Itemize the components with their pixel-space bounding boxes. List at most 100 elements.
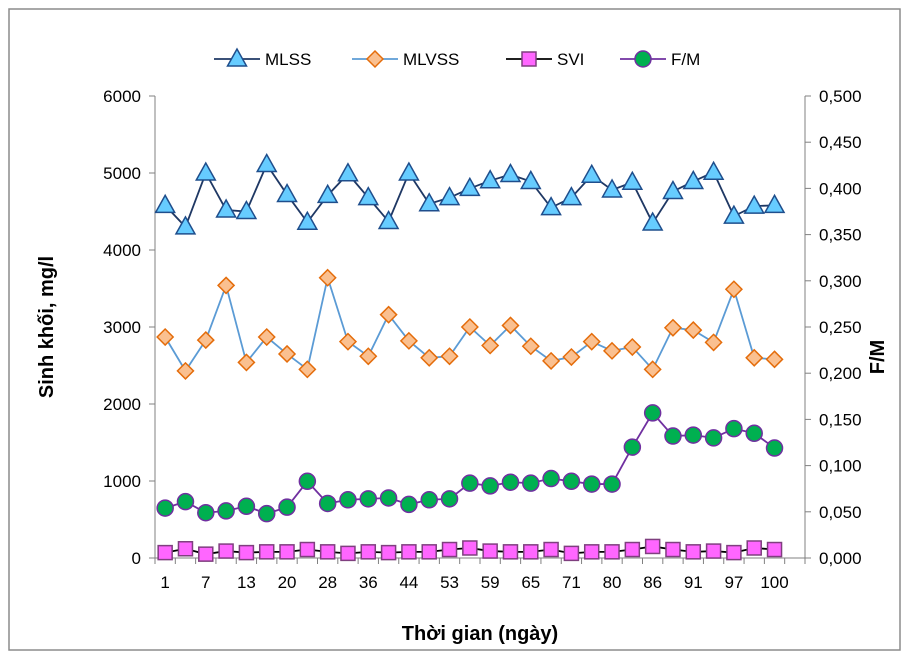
mlvss-point [745, 348, 764, 367]
svi-point [319, 544, 336, 560]
y2-tick-label: 0,000 [819, 549, 862, 568]
y2-tick-label: 0,450 [819, 133, 862, 152]
mlvss-point [318, 268, 337, 287]
mlvss-point [359, 347, 378, 366]
x-tick-label: 36 [359, 573, 378, 592]
mlss-point [377, 209, 400, 230]
mlvss-point [217, 276, 236, 295]
legend-item-svi: SVI [506, 50, 584, 69]
x-tick-label: 71 [562, 573, 581, 592]
f-m-point [420, 491, 438, 509]
f-m-point [257, 504, 276, 523]
mlvss-point [420, 348, 439, 367]
svi-point [502, 544, 519, 560]
legend-item-f-m: F/M [620, 50, 700, 69]
x-tick-label: 80 [603, 573, 622, 592]
y2-tick-label: 0,200 [819, 364, 862, 383]
svi-point [543, 541, 559, 558]
f-m-point [481, 477, 499, 495]
mlvss-point [643, 360, 662, 379]
svi-point [258, 544, 275, 560]
x-tick-label: 97 [724, 573, 743, 592]
mlvss-point [582, 332, 601, 351]
legend: MLSS MLVSS SVI F/M [214, 47, 700, 69]
svi-point [401, 544, 417, 560]
mlss-point [641, 211, 664, 231]
x-axis-title: Thời gian (ngày) [402, 623, 558, 645]
mlvss-point [196, 331, 215, 350]
f-m-point [461, 474, 479, 492]
f-m-point [664, 427, 682, 445]
svi-point [685, 544, 702, 560]
mlss-point [682, 169, 705, 190]
y-axis-ticks: 0 1000 2000 3000 4000 5000 6000 [103, 87, 155, 568]
legend-label: F/M [671, 50, 700, 69]
f-m-point [359, 490, 378, 508]
y-tick-label: 5000 [103, 164, 141, 183]
mlss-point [459, 176, 481, 197]
mlss-point [357, 186, 380, 206]
svi-point [624, 541, 641, 558]
svi-point [421, 544, 437, 560]
x-tick-label: 59 [481, 573, 500, 592]
mlss-point [337, 162, 359, 182]
x-tick-label: 28 [318, 573, 337, 592]
svi-point [360, 544, 377, 560]
mlss-point [438, 186, 461, 206]
series-layer [154, 152, 786, 562]
mlss-point [763, 193, 786, 214]
y2-tick-label: 0,250 [819, 318, 862, 337]
x-tick-label: 91 [684, 573, 703, 592]
mlvss-point [602, 341, 622, 360]
y-axis-title: Sinh khối, mg/l [36, 256, 58, 398]
mlss-point [174, 215, 197, 235]
y-tick-label: 0 [132, 549, 141, 568]
mlss-point [479, 169, 501, 189]
f-m-point [684, 426, 703, 444]
mlss-point [601, 178, 623, 198]
mlvss-point [277, 344, 297, 364]
f-m-point [156, 499, 174, 517]
f-m-point [237, 497, 256, 516]
svi-point [644, 538, 661, 555]
series-mlvss [156, 268, 784, 380]
svi-point [665, 541, 681, 558]
mlss-point [723, 204, 745, 224]
f-m-point [400, 495, 418, 514]
svi-point [462, 540, 478, 556]
mlss-point [520, 169, 542, 190]
f-m-point [379, 489, 398, 507]
y2-tick-label: 0,150 [819, 410, 862, 429]
f-m-point [765, 439, 784, 457]
f-m-point [318, 494, 337, 513]
mlvss-point [663, 318, 683, 337]
legend-label: SVI [557, 50, 584, 69]
mlvss-point [440, 347, 459, 366]
mlvss-point [176, 361, 195, 380]
f-m-point [745, 424, 763, 443]
svi-point [583, 544, 600, 560]
svi-point [441, 541, 458, 558]
mlss-point [540, 196, 562, 216]
mlvss-point [623, 337, 642, 357]
mlvss-point [684, 321, 703, 340]
f-m-point [522, 474, 540, 492]
x-tick-label: 100 [760, 573, 788, 592]
mlvss-point [765, 350, 784, 369]
mlss-point [235, 199, 258, 220]
mlvss-point [542, 351, 561, 370]
mlss-point [316, 183, 339, 204]
mlvss-point [257, 327, 276, 347]
svi-point [705, 543, 722, 559]
f-m-point [440, 490, 459, 508]
series-svi [157, 538, 783, 562]
svi-point [523, 544, 539, 560]
mlvss-point [156, 327, 175, 347]
svi-point [746, 540, 762, 556]
f-m-point [298, 472, 317, 491]
svi-point [482, 543, 498, 559]
x-tick-label: 86 [643, 573, 662, 592]
mlss-point [560, 186, 583, 206]
y2-axis-ticks: 0,000 0,050 0,100 0,150 0,200 0,250 0,300 0,350… [805, 87, 862, 568]
